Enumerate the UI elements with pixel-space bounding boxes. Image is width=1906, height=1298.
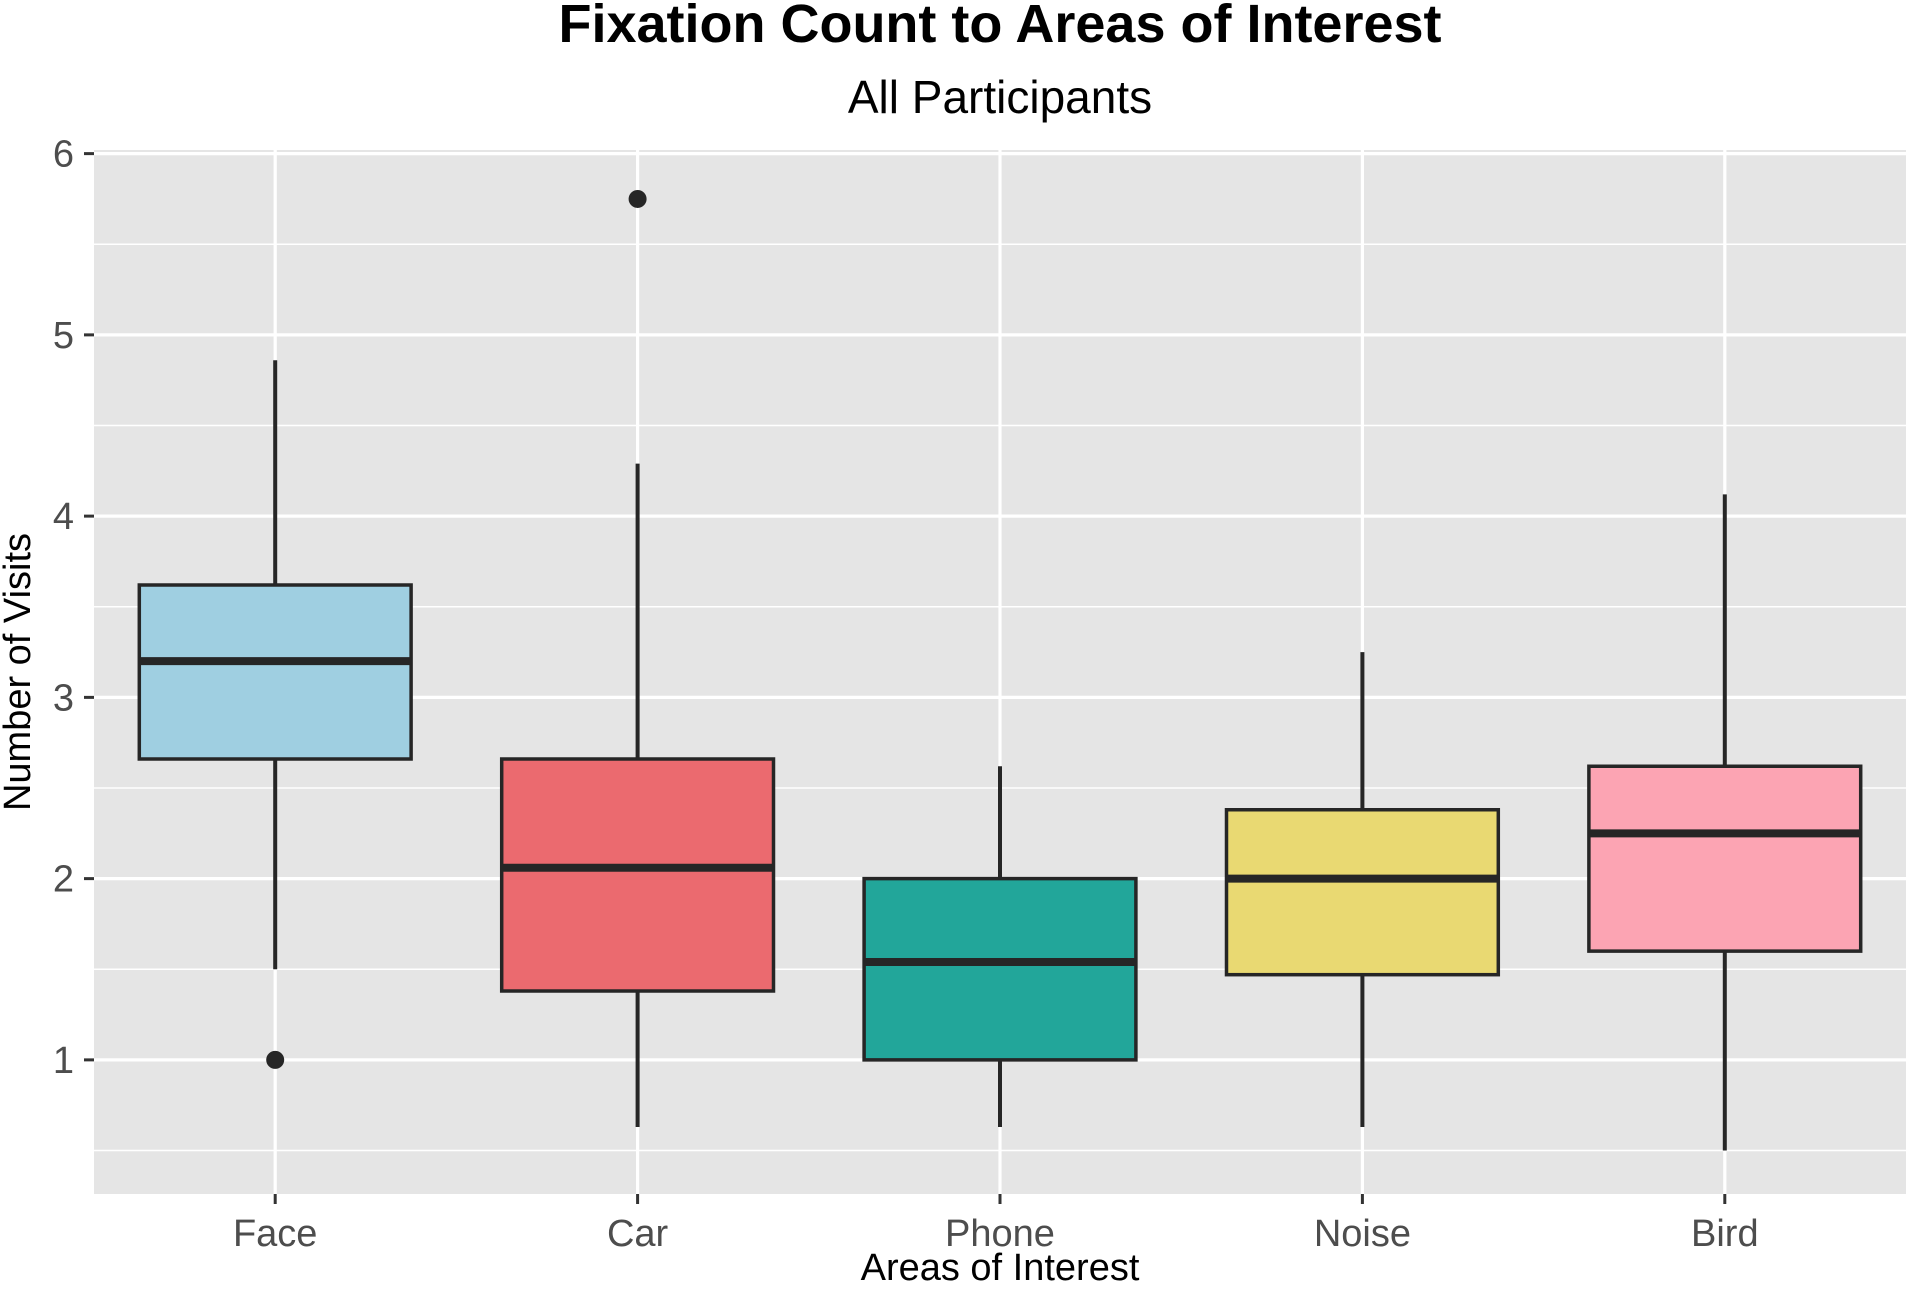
box-bird (1587, 494, 1863, 1151)
y-tick-label: 6 (53, 134, 74, 176)
x-tick-label: Phone (945, 1213, 1055, 1255)
y-tick-label: 4 (53, 496, 74, 538)
x-axis-title: Areas of Interest (861, 1247, 1140, 1289)
chart-subtitle: All Participants (848, 71, 1152, 123)
outlier-point (628, 189, 647, 208)
box-phone (862, 766, 1138, 1127)
box-layer (137, 189, 1863, 1151)
x-tick-label: Car (607, 1213, 669, 1255)
y-tick-label: 2 (53, 859, 74, 901)
iqr-box (499, 757, 776, 993)
y-tick-label: 5 (53, 315, 74, 357)
iqr-box (1587, 764, 1863, 953)
y-tick-label: 1 (53, 1040, 74, 1082)
box-face (137, 360, 413, 1069)
box-car (499, 189, 776, 1127)
x-tick-label: Noise (1314, 1213, 1411, 1255)
box-noise (1224, 652, 1501, 1127)
y-tick-label: 3 (53, 677, 74, 719)
outlier-point (266, 1050, 285, 1069)
y-axis-title: Number of Visits (0, 533, 39, 811)
x-tick-label: Bird (1691, 1213, 1759, 1255)
chart-title: Fixation Count to Areas of Interest (558, 0, 1441, 54)
iqr-box (1224, 808, 1501, 977)
iqr-box (137, 583, 413, 761)
axis-layer: 1 2 3 4 5 6 Face Car Phone Noise Bird (53, 134, 1759, 1255)
x-tick-label: Face (233, 1213, 317, 1255)
iqr-box (862, 876, 1138, 1062)
